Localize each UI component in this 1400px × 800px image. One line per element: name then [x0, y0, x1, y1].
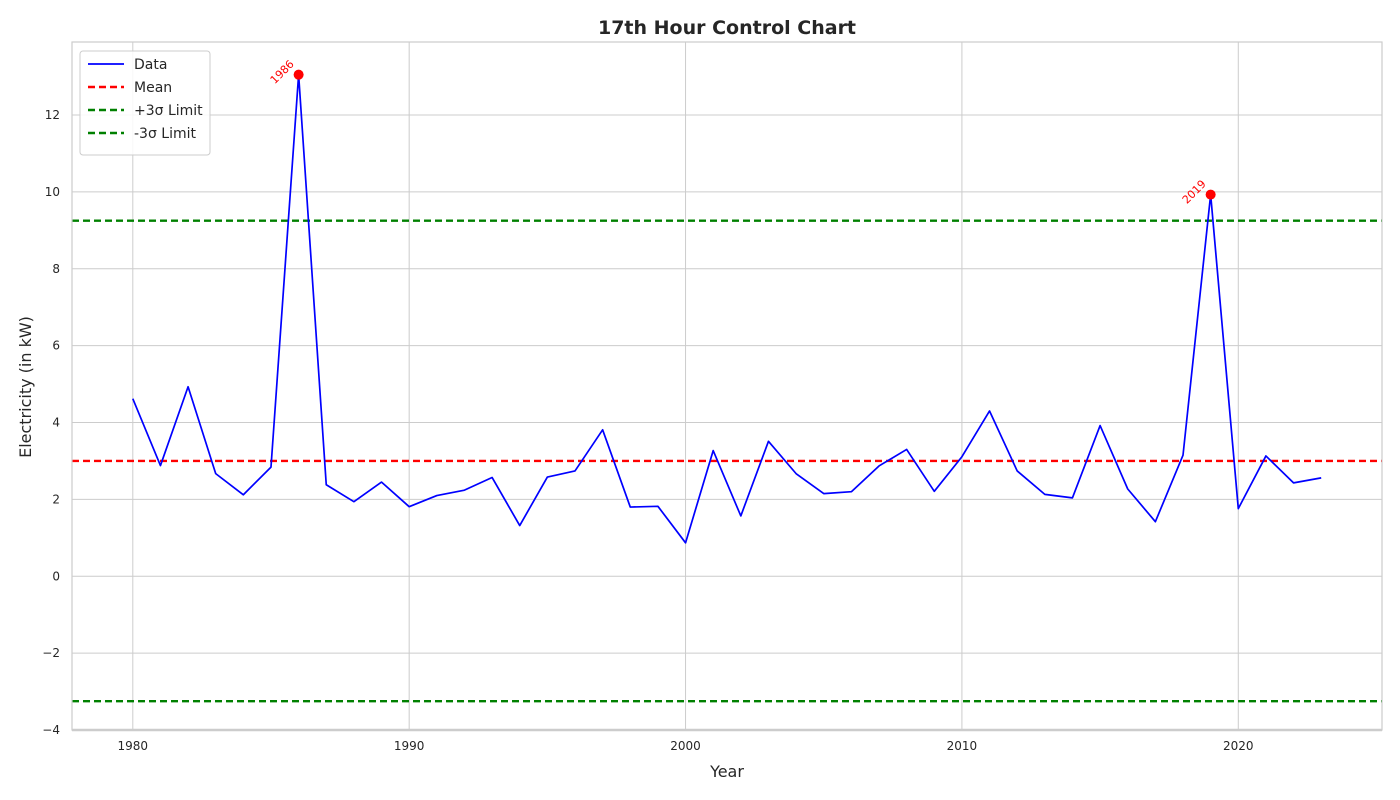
grid: [72, 42, 1382, 731]
chart-title: 17th Hour Control Chart: [598, 17, 856, 39]
plot-area: [72, 42, 1382, 730]
y-tick-label: 4: [52, 416, 60, 430]
y-tick-label: 6: [52, 339, 60, 353]
reference-lines: [72, 219, 1382, 703]
y-tick-label: 12: [45, 108, 60, 122]
legend-label: Data: [134, 57, 167, 73]
legend: Data Mean +3σ Limit -3σ Limit: [79, 50, 211, 156]
legend-label: +3σ Limit: [134, 103, 203, 119]
y-tick-label: −4: [42, 723, 60, 737]
data-series-line: [132, 73, 1322, 544]
y-tick-label: 8: [52, 262, 60, 276]
x-tick-label: 2020: [1223, 739, 1254, 753]
y-tick-label: −2: [42, 646, 60, 660]
legend-label: -3σ Limit: [134, 126, 196, 142]
x-tick-label: 2010: [947, 739, 978, 753]
x-tick-label: 1990: [394, 739, 425, 753]
legend-label: Mean: [134, 80, 172, 96]
legend-box: [79, 50, 211, 156]
x-tick-label: 1980: [118, 739, 149, 753]
outlier-point: [293, 69, 304, 80]
y-tick-label: 10: [45, 185, 60, 199]
y-tick-label: 2: [52, 492, 60, 506]
axes: 1980 1990 2000 2010 2020 −4 −2 0 2 4 6 8 10 12: [42, 41, 1383, 753]
series-lines: [132, 73, 1322, 544]
x-tick-label: 2000: [670, 739, 701, 753]
y-axis-title: Electricity (in kW): [16, 316, 35, 458]
x-axis-title: Year: [709, 762, 744, 781]
y-tick-label: 0: [52, 569, 60, 583]
outlier-point: [1205, 189, 1216, 200]
